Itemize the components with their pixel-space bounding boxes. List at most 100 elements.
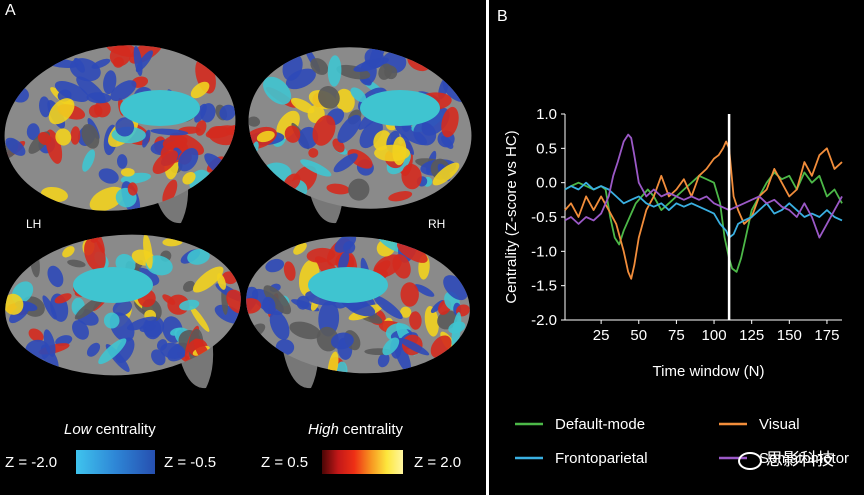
legend-label: Frontoparietal	[555, 450, 648, 467]
rh-medial-blob	[293, 242, 307, 255]
y-axis-label: Centrality (Z-score vs HC)	[503, 130, 520, 303]
rh-lateral-blob	[333, 153, 358, 173]
lh-lateral-blob	[37, 131, 51, 146]
y-tick-label: 1.0	[536, 106, 557, 123]
low-colorbar-max-label: Z = -0.5	[164, 454, 217, 471]
lh-medial-blob	[9, 303, 31, 324]
lh-lateral-blob	[190, 81, 210, 99]
lh-medial-blob	[112, 299, 133, 316]
lh-lateral-blob	[70, 126, 81, 145]
lh-lateral-blob	[55, 128, 72, 146]
lh-lateral-blob	[116, 154, 128, 169]
rh-lateral-blob	[388, 191, 413, 202]
rh-medial-blob	[382, 337, 400, 356]
rh-lateral-blob	[326, 183, 350, 195]
lh-lateral-blob	[81, 123, 100, 149]
rh-lateral-blob	[350, 87, 367, 103]
lh-medial-blob	[187, 248, 210, 265]
right-hemisphere-label: RH	[428, 217, 446, 231]
lh-lateral-blob	[178, 147, 199, 172]
rh-lateral-blob	[318, 86, 340, 109]
panel-a: A LH RH Low centrality High centrality Z…	[0, 0, 486, 495]
rh-medial-cyan-region	[308, 267, 388, 303]
y-tick-label: -1.5	[531, 278, 557, 295]
x-tick-label: 150	[777, 327, 802, 344]
lh-lateral-blob	[69, 58, 101, 82]
low-colorbar-min-label: Z = -2.0	[5, 454, 58, 471]
lh-lateral-blob	[182, 171, 196, 185]
lh-medial-cyan-region	[73, 267, 153, 303]
panel-b: B 1.0 0.5 0.0 -0.5 -1.0 -1.5 -2.0 25 50 75 100 125 1…	[489, 0, 864, 495]
rh-medial-blob	[283, 261, 296, 281]
rh-lateral-blob	[441, 106, 459, 138]
panel-a-letter: A	[5, 2, 16, 19]
high-centrality-colorbar	[322, 450, 403, 474]
series-line-visual	[564, 140, 843, 280]
rh-medial-blob	[296, 295, 310, 310]
lh-lateral-blob	[82, 149, 96, 172]
rh-lateral-blob	[401, 163, 422, 190]
legend-label: Default-mode	[555, 416, 645, 433]
high-colorbar-max-label: Z = 2.0	[414, 454, 462, 471]
lh-medial-blob	[192, 266, 224, 293]
lh-lateral-blob	[98, 168, 119, 184]
lh-medial-blob	[43, 329, 56, 357]
lh-medial-blob	[98, 338, 127, 365]
rh-medial-blob	[289, 321, 321, 340]
lh-lateral-blob	[150, 128, 189, 136]
brain-surface-maps	[1, 37, 472, 389]
rh-medial-blob	[343, 241, 356, 254]
rh-lateral-blob	[374, 144, 411, 162]
rh-lateral-blob	[441, 135, 454, 149]
rh-lateral-blob	[413, 121, 437, 146]
watermark-text: 思影科技	[766, 450, 834, 469]
lh-lateral-blob	[88, 104, 103, 118]
lh-medial-blob	[67, 259, 86, 268]
lh-lateral-blob	[127, 182, 138, 196]
lh-medial-blob	[156, 339, 168, 351]
watermark: 思影科技	[738, 445, 834, 470]
rh-lateral-blob	[300, 159, 332, 177]
lh-medial-blob	[62, 246, 75, 258]
series-line-frontoparietal	[564, 181, 843, 239]
rh-medial-blob	[338, 251, 350, 272]
lh-lateral-blob	[48, 98, 75, 125]
lh-lateral-blob	[39, 96, 51, 118]
rh-medial-blob	[396, 241, 428, 263]
rh-medial-blob	[409, 311, 422, 330]
rh-lateral-blob	[263, 76, 292, 105]
rh-medial-blob	[262, 296, 276, 315]
lh-medial-blob	[189, 305, 210, 332]
x-tick-label: 125	[739, 327, 764, 344]
series-line-default-mode	[564, 171, 843, 273]
lh-medial-overlay	[3, 228, 246, 372]
rh-medial-blob	[424, 306, 439, 337]
low-centrality-colorbar	[76, 450, 155, 474]
legend-label: Somatomotor	[759, 450, 849, 467]
high-colorbar-min-label: Z = 0.5	[261, 454, 309, 471]
rh-lateral-cyan-region	[360, 90, 440, 126]
y-tick-label: -2.0	[531, 312, 557, 329]
rh-lateral-blob	[378, 63, 393, 80]
lh-lateral-blob	[195, 120, 207, 136]
lh-lateral-blob	[115, 117, 135, 137]
rh-lateral-blob	[348, 178, 370, 201]
lh-lateral-blob	[5, 137, 26, 156]
rh-medial-blob	[263, 285, 292, 315]
x-tick-label: 175	[814, 327, 839, 344]
x-tick-label: 50	[630, 327, 647, 344]
x-tick-label: 25	[593, 327, 610, 344]
lh-medial-blob	[103, 312, 120, 329]
lh-lateral-blob	[219, 104, 236, 121]
rh-medial-blob	[373, 295, 403, 320]
lh-medial-blob	[179, 299, 200, 311]
high-centrality-title: High centrality	[308, 421, 404, 438]
rh-medial-blob	[400, 282, 419, 307]
rh-medial-blob	[265, 258, 285, 273]
lh-lateral-blob	[120, 168, 135, 177]
lh-medial-blob	[86, 342, 101, 357]
y-tick-label: -0.5	[531, 209, 557, 226]
watermark-logo-icon	[738, 451, 762, 470]
lh-medial-blob	[42, 295, 57, 320]
x-tick-label: 75	[668, 327, 685, 344]
